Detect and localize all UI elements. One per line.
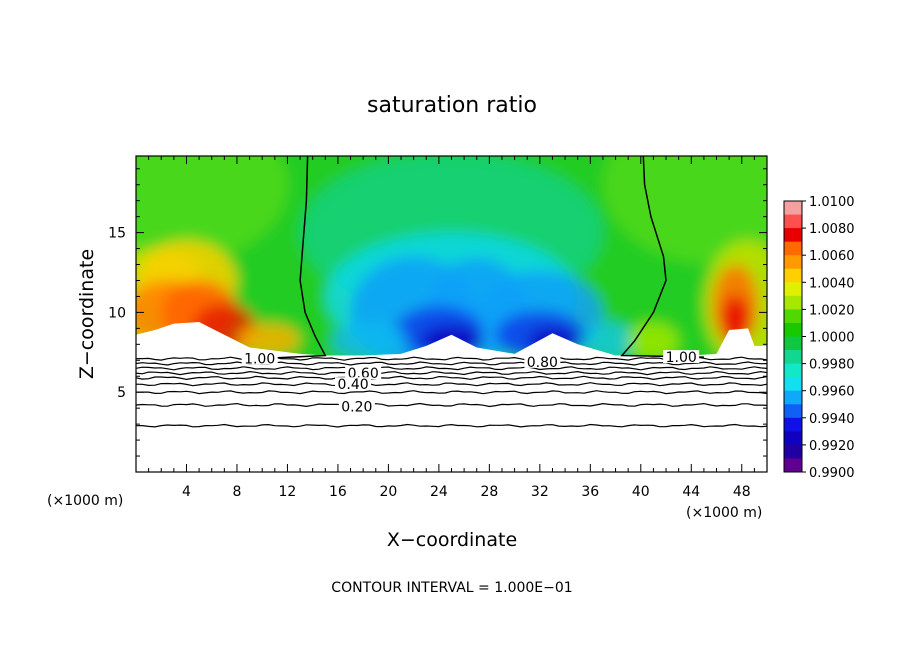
colorbar-label: 0.9960 xyxy=(809,385,855,400)
x-tick-label: 36 xyxy=(581,484,599,500)
colorbar-swatch xyxy=(784,417,802,432)
contour-label-bg xyxy=(335,377,372,391)
colorbar-label: 1.0060 xyxy=(809,249,855,264)
colorbar-swatch xyxy=(784,363,802,378)
colorbar-label: 0.9940 xyxy=(809,412,855,427)
colorbar-label: 0.9920 xyxy=(809,439,855,454)
x-axis-unit: (×1000 m) xyxy=(686,505,762,521)
y-tick-label: 10 xyxy=(108,305,126,321)
x-tick-label: 4 xyxy=(182,484,191,500)
colorbar-label: 0.9900 xyxy=(809,466,855,481)
colorbar-swatch xyxy=(784,458,802,473)
y-axis-ticks: 5 10 15 xyxy=(108,168,767,457)
x-axis-ticks: 4 8 12 16 20 24 28 32 36 40 44 48 xyxy=(148,156,755,500)
x-tick-label: 44 xyxy=(682,484,700,500)
colorbar-label: 1.0040 xyxy=(809,276,855,291)
contour-label: 1.00 xyxy=(244,352,275,368)
colorbar-label: 1.0080 xyxy=(809,222,855,237)
contour-label-bg xyxy=(241,351,278,365)
x-tick-label: 16 xyxy=(329,484,347,500)
colorbar-swatch xyxy=(784,295,802,310)
colorbar: 1.0100 1.0080 1.0060 1.0040 1.0020 1.0000 0.99… xyxy=(783,195,855,481)
x-tick-label: 24 xyxy=(430,484,448,500)
colorbar-label: 0.9980 xyxy=(809,358,855,373)
contour-labels: 1.00 1.000.800.600.400.20 xyxy=(241,350,700,416)
contour-lines xyxy=(136,156,767,428)
colorbar-swatch xyxy=(784,282,802,297)
x-axis-title: X−coordinate xyxy=(387,529,517,551)
x-tick-label: 8 xyxy=(232,484,241,500)
x-tick-label: 12 xyxy=(279,484,297,500)
colorbar-swatch xyxy=(784,390,802,405)
colorbar-swatch xyxy=(784,309,802,324)
colorbar-swatch xyxy=(784,404,802,419)
colorbar-swatch xyxy=(784,201,802,216)
saturation-field xyxy=(136,156,767,472)
contour-label: 1.00 xyxy=(666,350,697,366)
y-tick-label: 5 xyxy=(117,385,126,401)
colorbar-label: 1.0100 xyxy=(809,195,855,210)
colorbar-swatch xyxy=(784,241,802,256)
x-tick-label: 40 xyxy=(632,484,650,500)
contour-label: 0.20 xyxy=(341,400,372,416)
colorbar-swatch xyxy=(784,255,802,270)
y-tick-label: 15 xyxy=(108,226,126,242)
x-tick-label: 20 xyxy=(379,484,397,500)
x-tick-label: 48 xyxy=(733,484,751,500)
x-tick-label: 28 xyxy=(480,484,498,500)
contour-interval-note: CONTOUR INTERVAL = 1.000E−01 xyxy=(331,580,572,596)
colorbar-swatch xyxy=(784,214,802,229)
y-axis-unit: (×1000 m) xyxy=(47,493,123,509)
colorbar-swatch xyxy=(784,350,802,365)
colorbar-label: 1.0000 xyxy=(809,331,855,346)
colorbar-swatch xyxy=(784,377,802,392)
contour-label-bg xyxy=(345,366,382,380)
contour-label: 0.40 xyxy=(337,377,368,393)
colorbar-swatch xyxy=(784,444,802,459)
x-tick-label: 32 xyxy=(531,484,549,500)
colorbar-swatch xyxy=(784,268,802,283)
colorbar-swatch xyxy=(784,322,802,337)
colorbar-label: 1.0020 xyxy=(809,303,855,318)
colorbar-swatch xyxy=(784,336,802,351)
contour-label: 0.80 xyxy=(527,355,558,371)
chart-title: saturation ratio xyxy=(367,93,537,118)
y-axis-title: Z−coordinate xyxy=(76,249,98,379)
contour-label-bg xyxy=(663,350,700,364)
contour-label-bg xyxy=(338,399,375,413)
colorbar-swatch xyxy=(784,228,802,243)
colorbar-swatch xyxy=(784,431,802,446)
contour-label-bg xyxy=(524,354,561,368)
